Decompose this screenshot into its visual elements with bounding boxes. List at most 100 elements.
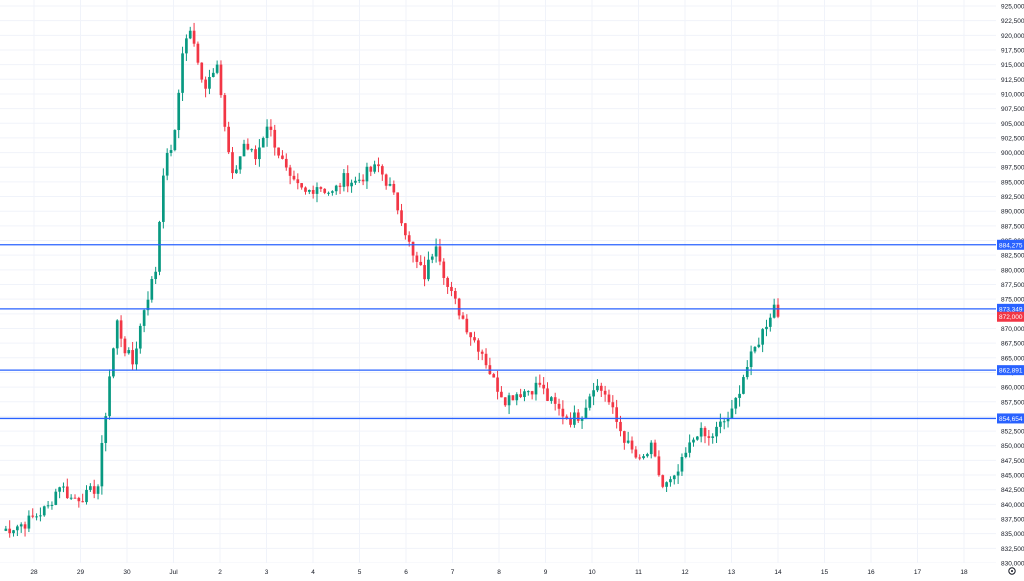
candle	[115, 319, 119, 355]
candle	[8, 520, 12, 538]
y-tick-label: 840,000	[1001, 502, 1024, 509]
candle-body	[599, 385, 603, 391]
candle-body	[538, 382, 542, 385]
x-tick-label: 28	[30, 569, 38, 576]
candle-body	[526, 391, 530, 393]
candle-body	[477, 340, 480, 352]
y-tick-label: 902,500	[1001, 135, 1024, 142]
candle	[177, 89, 181, 139]
candle-body	[542, 384, 546, 389]
y-tick-label: 857,500	[1001, 399, 1024, 406]
y-tick-label: 852,500	[1001, 429, 1024, 436]
candle-body	[208, 76, 211, 89]
candle-body	[446, 277, 449, 287]
candle-body	[588, 396, 592, 408]
candle	[707, 429, 711, 446]
y-tick-label: 845,000	[1001, 473, 1024, 480]
candle	[150, 276, 154, 303]
candle	[62, 482, 65, 493]
candle	[100, 435, 104, 495]
x-tick-label: 12	[681, 569, 689, 576]
y-tick-label: 865,000	[1001, 355, 1024, 362]
candle-body	[373, 164, 376, 172]
candle-body	[196, 43, 200, 63]
candle	[104, 412, 108, 452]
candle	[54, 488, 58, 506]
candle	[42, 505, 46, 517]
candle-body	[146, 299, 150, 311]
candle	[108, 369, 111, 420]
candle-body	[331, 191, 334, 193]
candle-body	[254, 149, 257, 160]
candle-body	[292, 175, 296, 180]
candle	[688, 434, 691, 458]
candle-body	[715, 426, 718, 437]
candle	[511, 395, 515, 401]
candle	[296, 173, 300, 190]
candle	[719, 413, 722, 434]
candle	[442, 258, 446, 285]
candle	[423, 256, 426, 287]
candle-body	[19, 524, 23, 527]
candle	[692, 437, 695, 447]
candle-body	[649, 442, 653, 455]
candle-body	[96, 486, 100, 494]
candle-body	[603, 390, 607, 395]
candle-body	[607, 394, 611, 403]
candle	[626, 431, 630, 444]
candle	[584, 399, 588, 420]
candle-body	[185, 38, 188, 54]
candle-body	[188, 30, 192, 39]
x-tick-label: 17	[914, 569, 922, 576]
candle	[672, 474, 676, 485]
candle	[319, 186, 323, 192]
candle-body	[672, 475, 676, 480]
candle	[680, 453, 684, 476]
candle-body	[35, 516, 38, 518]
candle	[39, 507, 42, 522]
candle-body	[772, 304, 776, 318]
price-axis[interactable]	[996, 0, 1024, 576]
candle	[354, 176, 357, 185]
candle	[265, 119, 269, 147]
candle-body	[27, 515, 31, 529]
candle-body	[150, 279, 154, 300]
candle	[204, 76, 207, 98]
y-tick-label: 887,500	[1001, 223, 1024, 230]
candle	[242, 139, 246, 157]
candle	[765, 319, 768, 337]
time-axis[interactable]	[0, 563, 996, 576]
y-tick-label: 917,500	[1001, 47, 1024, 54]
candle-body	[622, 431, 626, 443]
candle	[211, 68, 215, 78]
candle	[250, 148, 254, 153]
candle	[258, 139, 261, 167]
candle	[92, 479, 96, 499]
candle-body	[354, 180, 357, 183]
candle-body	[611, 402, 615, 408]
candle-body	[561, 408, 565, 417]
candle	[277, 147, 280, 159]
candle-body	[219, 64, 223, 96]
candle-body	[131, 350, 134, 365]
candle	[588, 393, 592, 411]
candle	[365, 162, 369, 189]
line-price-label: 862,891	[999, 368, 1023, 375]
candle	[127, 347, 131, 355]
candle-body	[457, 298, 461, 316]
candle-body	[768, 317, 772, 327]
candle	[599, 382, 603, 398]
gear-icon[interactable]	[1008, 567, 1016, 575]
candle-body	[242, 143, 246, 157]
candle-body	[619, 421, 622, 432]
candle-body	[85, 489, 88, 503]
candle-body	[734, 397, 738, 409]
candle-body	[669, 479, 672, 483]
candle-body	[227, 126, 230, 153]
candle-body	[453, 290, 457, 299]
candle-body	[319, 187, 323, 189]
candle	[342, 169, 346, 192]
candle	[65, 478, 69, 499]
